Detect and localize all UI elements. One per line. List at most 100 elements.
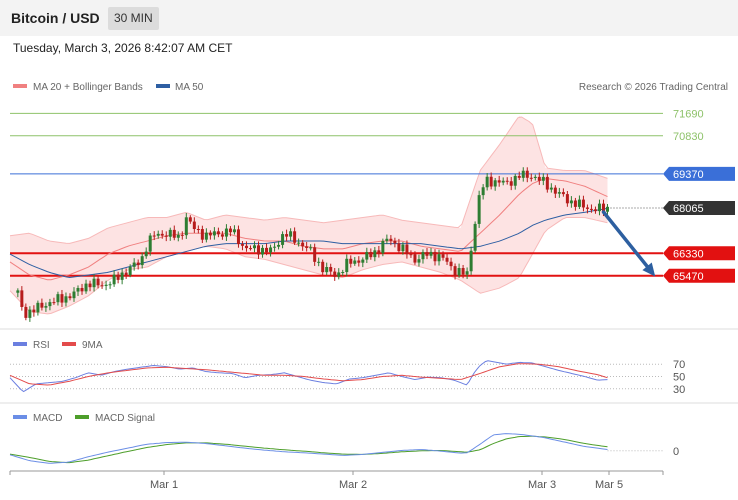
legend-swatch-ma50 bbox=[156, 84, 170, 88]
candle-down bbox=[517, 175, 521, 178]
candle-down bbox=[425, 252, 429, 256]
candle-down bbox=[529, 177, 533, 179]
candle-down bbox=[180, 234, 184, 236]
time-axis: Mar 1 Mar 2 Mar 3 Mar 5 bbox=[9, 470, 664, 491]
candle-up bbox=[337, 272, 341, 277]
candle-up bbox=[421, 252, 425, 260]
candle-up bbox=[557, 192, 561, 194]
macd-zero-label: 0 bbox=[673, 446, 679, 458]
forecast-arrow-head bbox=[642, 262, 656, 277]
level-label: 66330 bbox=[673, 248, 704, 260]
candle-up bbox=[144, 251, 148, 257]
candle-up bbox=[56, 294, 60, 303]
candle-up bbox=[297, 242, 301, 244]
candle-down bbox=[357, 260, 361, 263]
candle-down bbox=[244, 245, 248, 249]
candle-down bbox=[553, 187, 557, 194]
candle-down bbox=[196, 229, 200, 231]
candle-up bbox=[385, 238, 389, 241]
candle-up bbox=[309, 247, 313, 249]
legend-macd: MACD bbox=[33, 413, 62, 424]
candle-down bbox=[397, 243, 401, 252]
candle-up bbox=[417, 259, 421, 263]
candle-up bbox=[120, 272, 124, 280]
candle-up bbox=[465, 271, 469, 275]
forecast-arrow-shaft bbox=[601, 210, 654, 274]
candle-down bbox=[96, 278, 100, 286]
candle-down bbox=[313, 247, 317, 262]
candle-up bbox=[273, 246, 277, 248]
macd-line bbox=[9, 433, 608, 464]
candle-down bbox=[305, 246, 309, 248]
candle-down bbox=[389, 238, 393, 241]
ma20-line bbox=[9, 178, 608, 281]
candle-down bbox=[453, 266, 457, 276]
candle-up bbox=[104, 284, 108, 286]
candle-down bbox=[192, 221, 196, 230]
candle-up bbox=[481, 187, 485, 196]
candle-down bbox=[24, 307, 28, 318]
candle-up bbox=[429, 251, 433, 256]
candle-down bbox=[449, 261, 453, 267]
legend-rsi: RSI bbox=[33, 340, 50, 351]
candle-up bbox=[341, 272, 345, 274]
credit-text: Research © 2026 Trading Central bbox=[579, 82, 728, 93]
level-label: 71690 bbox=[673, 108, 704, 120]
candle-down bbox=[413, 254, 417, 263]
candle-down bbox=[164, 235, 168, 237]
candle-down bbox=[329, 267, 333, 272]
candle-down bbox=[581, 199, 585, 208]
level-label: 69370 bbox=[673, 169, 704, 181]
level-tag bbox=[663, 200, 735, 215]
candle-down bbox=[405, 244, 409, 255]
timeframe-badge[interactable]: 30 MIN bbox=[108, 7, 159, 30]
candle-up bbox=[184, 217, 188, 236]
time-tick-label: Mar 3 bbox=[528, 479, 556, 491]
candle-down bbox=[124, 272, 128, 276]
candle-up bbox=[485, 176, 489, 188]
candle-down bbox=[321, 261, 325, 273]
candle-up bbox=[353, 260, 357, 264]
candle-up bbox=[28, 309, 32, 318]
candle-up bbox=[501, 180, 505, 183]
candle-down bbox=[88, 283, 92, 288]
candle-down bbox=[32, 309, 36, 313]
candle-down bbox=[236, 229, 240, 245]
candle-up bbox=[469, 250, 473, 272]
forecast-arrow bbox=[601, 210, 656, 277]
price-levels bbox=[10, 112, 663, 277]
candle-up bbox=[361, 259, 365, 263]
candle-up bbox=[521, 170, 525, 178]
candle-down bbox=[40, 302, 44, 308]
candle-down bbox=[497, 180, 501, 183]
candle-up bbox=[597, 203, 601, 212]
rsi-level-label: 50 bbox=[673, 372, 685, 384]
candle-up bbox=[317, 261, 321, 263]
macd-panel: 0 bbox=[9, 433, 679, 464]
candle-down bbox=[545, 176, 549, 190]
candle-down bbox=[585, 207, 589, 209]
candle-down bbox=[265, 247, 269, 253]
candle-down bbox=[60, 294, 64, 303]
candle-up bbox=[493, 180, 497, 187]
legend-swatch-ma20 bbox=[13, 84, 27, 88]
candle-up bbox=[72, 291, 76, 299]
candle-up bbox=[64, 296, 68, 303]
candle-up bbox=[168, 229, 172, 237]
rsi-ma-line bbox=[9, 363, 608, 386]
candle-down bbox=[160, 233, 164, 236]
candle-up bbox=[36, 302, 40, 313]
instrument-title: Bitcoin / USD bbox=[11, 10, 100, 26]
ma50-line bbox=[9, 207, 608, 279]
legend-swatch-macd bbox=[13, 415, 27, 419]
bollinger-band-area bbox=[10, 115, 608, 315]
candle-down bbox=[525, 170, 529, 178]
legend-swatch-rsi-ma bbox=[62, 342, 76, 346]
bollinger-bands bbox=[9, 115, 608, 315]
level-tag bbox=[663, 246, 735, 261]
candle-down bbox=[369, 252, 373, 258]
candle-down bbox=[509, 181, 513, 186]
level-tag bbox=[663, 166, 735, 181]
candle-up bbox=[92, 278, 96, 288]
